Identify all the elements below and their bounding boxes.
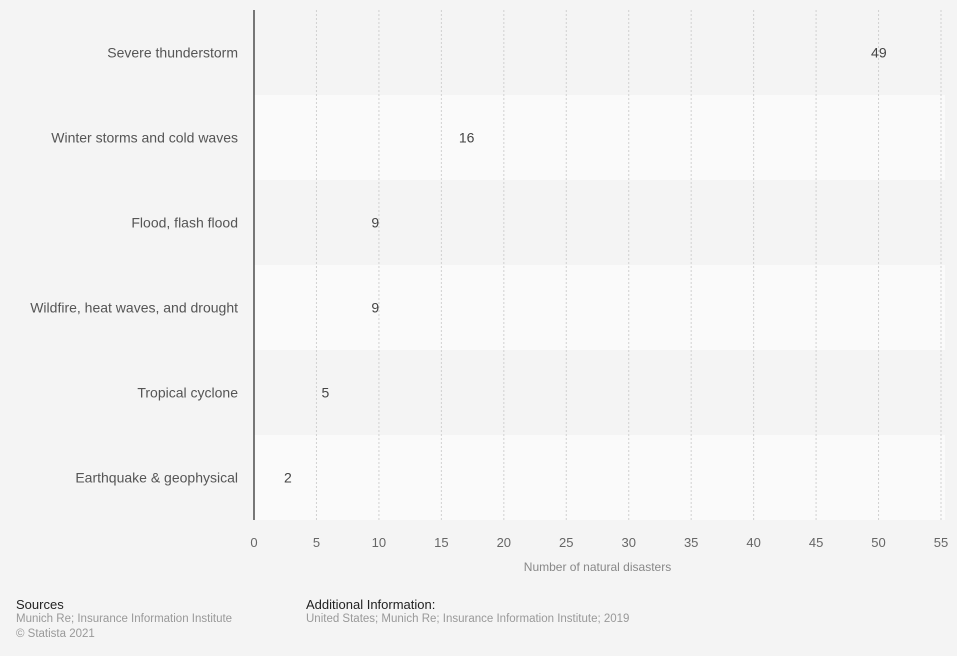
x-tick-label: 35 xyxy=(684,535,698,550)
category-label: Severe thunderstorm xyxy=(107,45,238,61)
data-label: 9 xyxy=(371,215,379,231)
data-label: 5 xyxy=(321,385,329,401)
copyright-text: © Statista 2021 xyxy=(16,628,95,640)
row-band xyxy=(254,95,945,180)
category-label: Winter storms and cold waves xyxy=(51,130,238,146)
x-tick-label: 40 xyxy=(746,535,760,550)
gridlines xyxy=(315,10,942,520)
row-band xyxy=(254,265,945,350)
x-tick-label: 10 xyxy=(372,535,386,550)
data-label: 9 xyxy=(371,300,379,316)
footer-sources: Sources Munich Re; Insurance Information… xyxy=(16,597,232,642)
category-label: Wildfire, heat waves, and drought xyxy=(30,300,238,316)
x-tick-label: 55 xyxy=(934,535,948,550)
value-labels: 49 16 9 9 5 2 xyxy=(284,45,887,486)
x-axis-title: Number of natural disasters xyxy=(524,560,671,574)
category-label: Tropical cyclone xyxy=(137,385,238,401)
x-tick-label: 30 xyxy=(621,535,635,550)
x-tick-label: 25 xyxy=(559,535,573,550)
footer-additional-info: Additional Information: United States; M… xyxy=(306,597,629,627)
category-label: Flood, flash flood xyxy=(131,215,238,231)
row-bands xyxy=(254,10,945,520)
sources-text[interactable]: Munich Re; Insurance Information Institu… xyxy=(16,613,233,625)
row-band xyxy=(254,435,945,520)
x-tick-label: 0 xyxy=(250,535,257,550)
x-tick-label: 20 xyxy=(497,535,511,550)
sources-heading: Sources xyxy=(16,597,64,612)
bar-chart: Severe thunderstorm Winter storms and col… xyxy=(30,10,948,574)
data-label: 49 xyxy=(871,45,887,61)
row-band xyxy=(254,350,945,435)
category-labels: Severe thunderstorm Winter storms and col… xyxy=(30,45,238,486)
additional-info-text: United States; Munich Re; Insurance Info… xyxy=(306,613,630,625)
data-label: 2 xyxy=(284,470,292,486)
additional-info-heading: Additional Information: xyxy=(306,597,436,612)
row-band xyxy=(254,10,945,95)
x-tick-label: 50 xyxy=(871,535,885,550)
x-tick-label: 45 xyxy=(809,535,823,550)
row-band xyxy=(254,180,945,265)
data-label: 16 xyxy=(459,130,475,146)
x-axis-ticks: 0 5 10 15 20 25 30 35 40 45 50 55 xyxy=(250,535,948,550)
category-label: Earthquake & geophysical xyxy=(75,470,238,486)
x-tick-label: 15 xyxy=(434,535,448,550)
x-tick-label: 5 xyxy=(313,535,320,550)
